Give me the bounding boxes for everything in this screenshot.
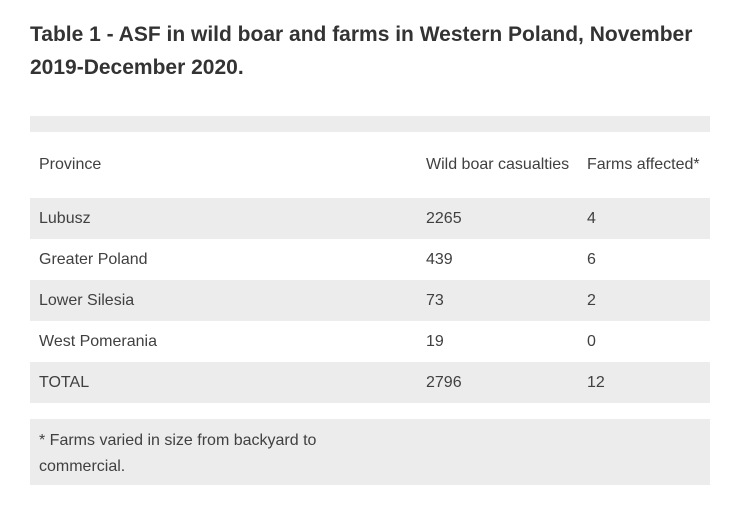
cell-farms: 0 — [587, 332, 596, 350]
table-row: Greater Poland 439 6 — [30, 239, 710, 280]
cell-province: West Pomerania — [39, 332, 157, 350]
table-row-total: TOTAL 2796 12 — [30, 362, 710, 403]
cell-farms: 4 — [587, 209, 596, 227]
table-footnote: * Farms varied in size from backyard to … — [30, 419, 710, 485]
asf-table: Province Wild boar casualties Farms affe… — [30, 132, 710, 403]
header-wild-boar-casualties: Wild boar casualties — [426, 156, 570, 173]
cell-farms: 12 — [587, 373, 605, 391]
cell-casualties: 19 — [426, 332, 444, 350]
table-row: West Pomerania 19 0 — [30, 321, 710, 362]
cell-province: Lower Silesia — [39, 291, 135, 309]
data-table-container: Province Wild boar casualties Farms affe… — [30, 116, 710, 403]
footnote-text: * Farms varied in size from backyard to … — [39, 432, 317, 475]
table-row: Lubusz 2265 4 — [30, 198, 710, 239]
table-title: Table 1 - ASF in wild boar and farms in … — [30, 23, 693, 79]
cell-farms: 6 — [587, 250, 596, 268]
cell-casualties: 2796 — [426, 373, 462, 391]
table-row: Lower Silesia 73 2 — [30, 280, 710, 321]
cell-province: TOTAL — [39, 373, 90, 391]
table-top-bar — [30, 116, 710, 132]
header-farms-affected: Farms affected* — [587, 156, 700, 173]
cell-province: Greater Poland — [39, 250, 148, 268]
cell-farms: 2 — [587, 291, 596, 309]
header-province: Province — [39, 156, 102, 173]
cell-province: Lubusz — [39, 209, 91, 227]
table-header-row: Province Wild boar casualties Farms affe… — [30, 132, 710, 198]
cell-casualties: 2265 — [426, 209, 462, 227]
cell-casualties: 73 — [426, 291, 444, 309]
cell-casualties: 439 — [426, 250, 453, 268]
